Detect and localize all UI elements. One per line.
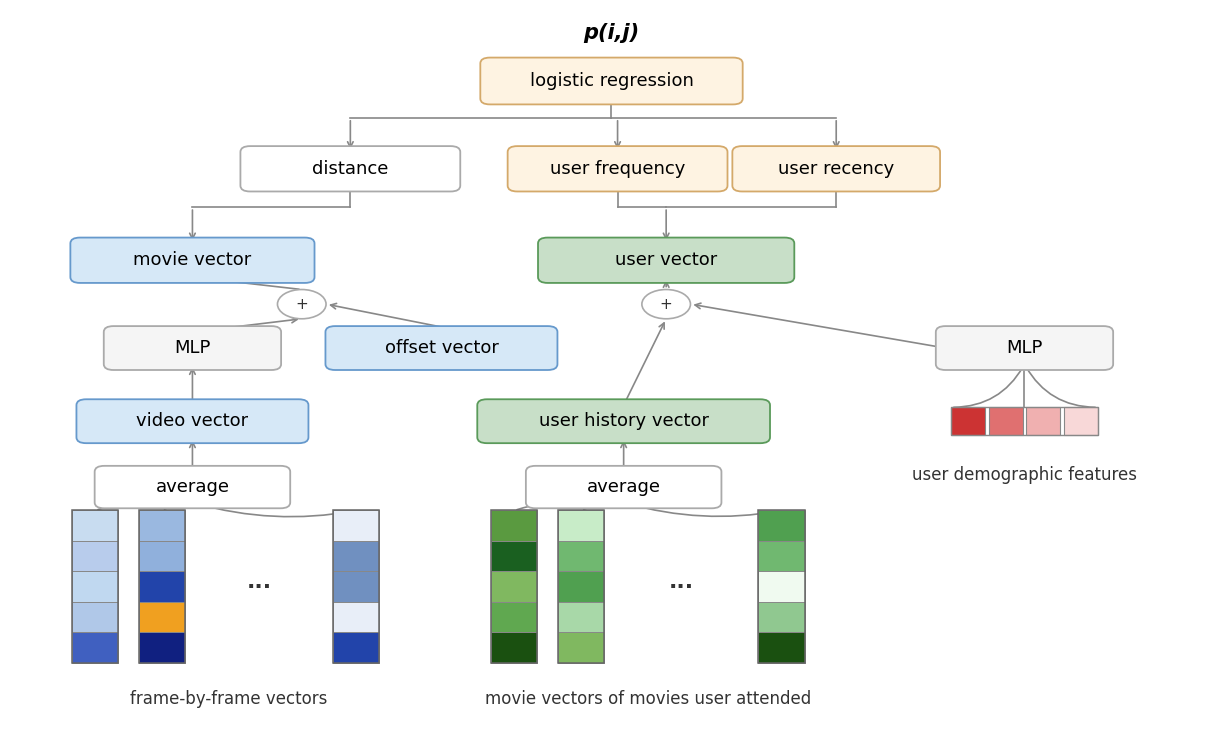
Bar bbox=[558, 511, 604, 662]
Bar bbox=[758, 632, 805, 662]
Bar bbox=[758, 511, 805, 662]
Bar bbox=[334, 541, 379, 571]
Bar bbox=[1026, 407, 1060, 435]
Bar bbox=[139, 541, 185, 571]
Bar bbox=[334, 571, 379, 602]
Text: user recency: user recency bbox=[778, 160, 894, 178]
FancyBboxPatch shape bbox=[77, 400, 308, 443]
Bar bbox=[72, 571, 119, 602]
Bar bbox=[558, 541, 604, 571]
Bar bbox=[334, 511, 379, 541]
Text: distance: distance bbox=[312, 160, 389, 178]
Text: user history vector: user history vector bbox=[538, 412, 708, 430]
Bar bbox=[139, 571, 185, 602]
Bar bbox=[139, 511, 185, 541]
Text: movie vector: movie vector bbox=[133, 252, 252, 269]
Text: MLP: MLP bbox=[174, 339, 210, 357]
Bar bbox=[951, 407, 1098, 435]
FancyBboxPatch shape bbox=[733, 146, 940, 192]
Bar bbox=[951, 407, 985, 435]
Bar bbox=[558, 511, 604, 541]
Bar bbox=[758, 541, 805, 571]
Text: user vector: user vector bbox=[615, 252, 717, 269]
Bar bbox=[334, 602, 379, 632]
FancyBboxPatch shape bbox=[94, 466, 290, 508]
FancyBboxPatch shape bbox=[104, 326, 281, 370]
Bar bbox=[72, 511, 119, 541]
Text: average: average bbox=[587, 478, 660, 496]
Text: logistic regression: logistic regression bbox=[530, 72, 693, 90]
Bar bbox=[492, 602, 537, 632]
FancyBboxPatch shape bbox=[526, 466, 722, 508]
Text: frame-by-frame vectors: frame-by-frame vectors bbox=[130, 690, 328, 708]
Bar bbox=[492, 511, 537, 662]
Text: +: + bbox=[659, 297, 673, 312]
Text: offset vector: offset vector bbox=[384, 339, 499, 357]
Bar bbox=[758, 602, 805, 632]
Bar bbox=[492, 541, 537, 571]
Bar bbox=[72, 511, 119, 662]
Text: video vector: video vector bbox=[137, 412, 248, 430]
Text: p(i,j): p(i,j) bbox=[583, 24, 640, 44]
Bar bbox=[558, 571, 604, 602]
Bar bbox=[334, 511, 379, 662]
Bar bbox=[492, 632, 537, 662]
Bar bbox=[492, 511, 537, 541]
Bar bbox=[988, 407, 1022, 435]
Text: ···: ··· bbox=[247, 576, 272, 596]
Text: ···: ··· bbox=[669, 576, 693, 596]
Bar bbox=[334, 632, 379, 662]
FancyBboxPatch shape bbox=[71, 238, 314, 283]
Bar bbox=[558, 602, 604, 632]
Circle shape bbox=[278, 289, 327, 319]
Text: +: + bbox=[296, 297, 308, 312]
FancyBboxPatch shape bbox=[481, 58, 742, 104]
Bar bbox=[139, 602, 185, 632]
Bar bbox=[139, 632, 185, 662]
Bar bbox=[139, 511, 185, 662]
Bar bbox=[758, 511, 805, 541]
Text: user demographic features: user demographic features bbox=[912, 466, 1137, 485]
Bar bbox=[72, 632, 119, 662]
Bar bbox=[72, 602, 119, 632]
FancyBboxPatch shape bbox=[325, 326, 558, 370]
Text: average: average bbox=[155, 478, 230, 496]
Bar bbox=[72, 541, 119, 571]
FancyBboxPatch shape bbox=[477, 400, 770, 443]
FancyBboxPatch shape bbox=[241, 146, 460, 192]
FancyBboxPatch shape bbox=[538, 238, 794, 283]
Text: user frequency: user frequency bbox=[550, 160, 685, 178]
Bar bbox=[492, 571, 537, 602]
Bar bbox=[558, 632, 604, 662]
Text: MLP: MLP bbox=[1007, 339, 1043, 357]
FancyBboxPatch shape bbox=[508, 146, 728, 192]
Bar bbox=[758, 571, 805, 602]
Text: movie vectors of movies user attended: movie vectors of movies user attended bbox=[484, 690, 811, 708]
Bar bbox=[1064, 407, 1098, 435]
FancyBboxPatch shape bbox=[936, 326, 1113, 370]
Circle shape bbox=[642, 289, 691, 319]
